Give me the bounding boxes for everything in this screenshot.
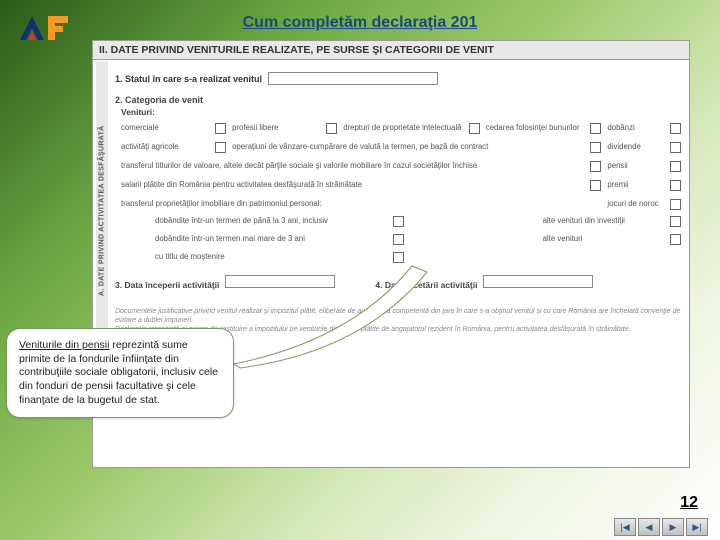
checkbox[interactable]: [590, 123, 601, 134]
nav-first-button[interactable]: |◀: [614, 518, 636, 536]
checkbox[interactable]: [393, 234, 404, 245]
checkbox[interactable]: [215, 142, 226, 153]
checkbox[interactable]: [670, 216, 681, 227]
checkbox[interactable]: [590, 161, 601, 172]
opt-label: activităţi agricole: [121, 143, 179, 152]
opt-label: drepturi de proprietate intelectuală: [343, 124, 461, 133]
opt-label: dividende: [607, 143, 640, 152]
opt-label: salarii plătite din România pentru activ…: [121, 181, 362, 190]
nav-next-button[interactable]: ▶: [662, 518, 684, 536]
subopt-label: cu titlu de moştenire: [155, 253, 225, 262]
date-start-label: 3. Data începerii activităţii: [115, 280, 219, 290]
checkbox[interactable]: [670, 180, 681, 191]
info-callout: Veniturile din pensii reprezintă sume pr…: [6, 328, 234, 418]
checkbox[interactable]: [393, 252, 404, 263]
opt-label: transferul proprietăţilor imobiliare din…: [121, 200, 322, 209]
opt-label: operaţiuni de vânzare-cumpărare de valut…: [232, 143, 488, 152]
checkbox[interactable]: [670, 199, 681, 210]
opt-label: alte venituri: [543, 235, 583, 244]
opt-label: cedarea folosinţei bunurilor: [486, 124, 580, 133]
disclaimer-1: Documentele justificative privind venitu…: [115, 308, 681, 326]
checkbox[interactable]: [393, 216, 404, 227]
field-2-label: 2. Categoria de venit: [115, 95, 681, 105]
date-end-label: 4. Data încetării activităţii: [375, 280, 477, 290]
callout-term: Veniturile din pensii: [19, 339, 109, 351]
page-title: Cum completăm declaraţia 201: [0, 14, 720, 32]
opt-label: comerciale: [121, 124, 159, 133]
date-end-input[interactable]: [483, 275, 593, 288]
section-header: II. DATE PRIVIND VENITURILE REALIZATE, P…: [93, 41, 689, 60]
checkbox[interactable]: [590, 180, 601, 191]
opt-label: transferul titlurilor de valoare, altele…: [121, 162, 477, 171]
opt-label: jocuri de noroc: [607, 200, 658, 209]
subopt-label: dobândite într-un termen mai mare de 3 a…: [155, 235, 305, 244]
field-1-label: 1. Statul în care s-a realizat venitul: [115, 74, 262, 84]
checkbox[interactable]: [670, 234, 681, 245]
opt-label: profesii libere: [232, 124, 278, 133]
vertical-section-label: A. DATE PRIVIND ACTIVITATEA DESFĂŞURATĂ: [96, 61, 108, 361]
venituri-label: Venituri:: [121, 107, 681, 117]
date-end-row: 4. Data încetării activităţii: [375, 275, 593, 290]
subopt-label: dobândite într-un termen de până la 3 an…: [155, 217, 328, 226]
page-number: 12: [680, 494, 698, 512]
date-start-input[interactable]: [225, 275, 335, 288]
checkbox[interactable]: [469, 123, 480, 134]
checkbox[interactable]: [670, 142, 681, 153]
nav-prev-button[interactable]: ◀: [638, 518, 660, 536]
checkbox[interactable]: [326, 123, 337, 134]
checkbox[interactable]: [215, 123, 226, 134]
nav-last-button[interactable]: ▶|: [686, 518, 708, 536]
opt-label: alte venituri din investiţii: [543, 217, 625, 226]
date-start-row: 3. Data începerii activităţii: [115, 275, 335, 290]
checkbox[interactable]: [590, 142, 601, 153]
opt-label: pensii: [607, 162, 627, 171]
checkbox[interactable]: [670, 161, 681, 172]
field-1-input[interactable]: [268, 72, 438, 85]
opt-label: premii: [607, 181, 628, 190]
checkbox[interactable]: [670, 123, 681, 134]
opt-label: dobânzi: [607, 124, 634, 133]
slide-nav: |◀ ◀ ▶ ▶|: [614, 518, 708, 536]
